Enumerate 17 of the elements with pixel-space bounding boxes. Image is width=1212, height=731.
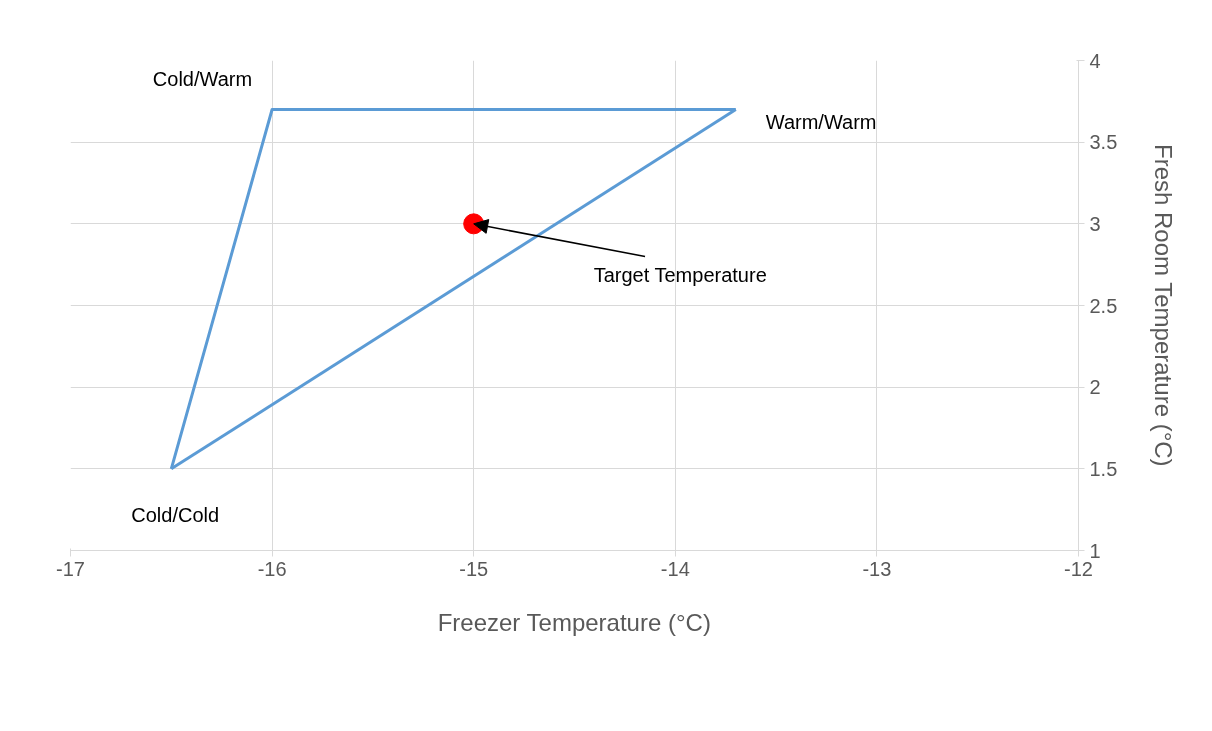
y-tick-label: 2.5	[1089, 294, 1118, 317]
x-tick-label: -15	[459, 557, 489, 580]
x-tick-label: -17	[56, 557, 85, 580]
y-tick-label: 1.5	[1089, 457, 1118, 480]
x-axis-title: Freezer Temperature (°C)	[437, 608, 711, 636]
annotation: Target Temperature	[593, 263, 767, 286]
y-tick-label: 3	[1089, 212, 1101, 235]
annotation: Cold/Warm	[152, 67, 253, 90]
y-axis-title: Fresh Room Temperature (°C)	[1150, 143, 1178, 467]
annotation: Cold/Cold	[131, 503, 220, 526]
x-tick-label: -14	[660, 557, 690, 580]
y-tick-label: 4	[1089, 49, 1101, 72]
x-tick-label: -16	[257, 557, 287, 580]
x-tick-label: -13	[862, 557, 892, 580]
y-tick-label: 3.5	[1089, 131, 1118, 154]
y-tick-label: 2	[1089, 376, 1101, 399]
annotation: Warm/Warm	[765, 110, 877, 133]
